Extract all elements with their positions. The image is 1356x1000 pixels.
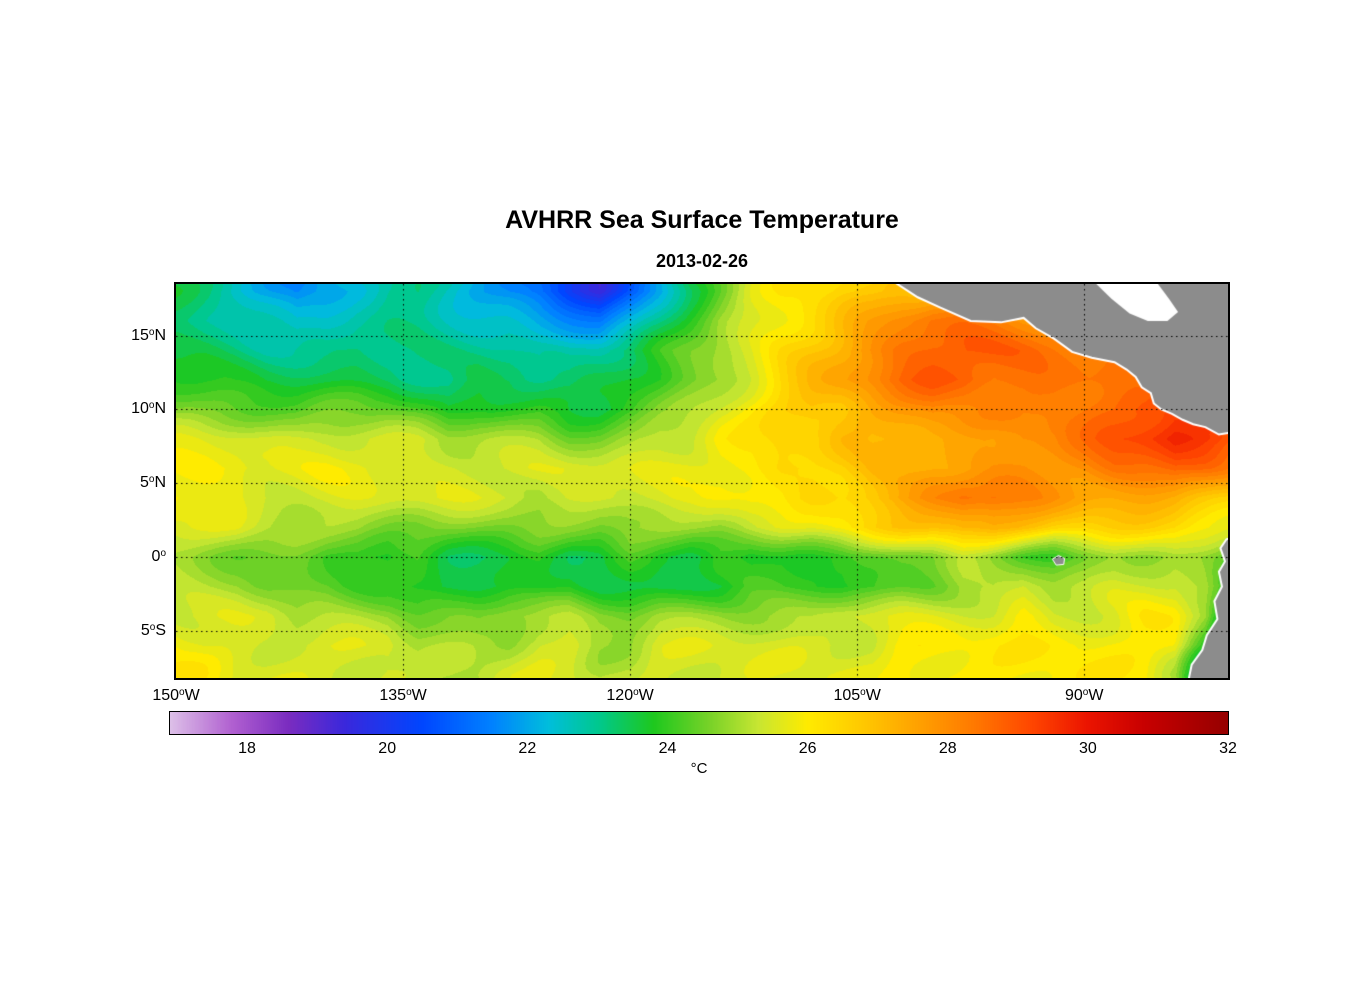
lat-tick-label: 0o [151, 547, 166, 565]
lat-tick-label: 10oN [131, 400, 166, 418]
lat-tick-label: 5oN [139, 474, 166, 492]
colorbar-tick-label: 24 [658, 740, 677, 757]
lon-tick-label: 135oW [379, 687, 427, 704]
colorbar-tick-label: 20 [378, 740, 397, 757]
lon-tick-label: 150oW [152, 687, 200, 704]
lon-tick-label: 120oW [606, 687, 654, 704]
colorbar-tick-label: 28 [938, 740, 957, 757]
figure-date-subtitle: 2013-02-26 [655, 251, 749, 271]
lat-tick-label: 5oS [140, 621, 166, 639]
lon-tick-label: 105oW [833, 687, 881, 704]
map-plot-area [174, 282, 1230, 680]
lat-tick-label: 15oN [131, 326, 166, 344]
colorbar-tick-label: 30 [1078, 740, 1097, 757]
colorbar-tick-label: 26 [798, 740, 817, 757]
colorbar-tick-label: 22 [518, 740, 537, 757]
colorbar-tick-label: 18 [238, 740, 256, 757]
sst-heatmap-canvas [176, 284, 1228, 678]
colorbar-gradient-canvas [170, 712, 1228, 734]
colorbar [169, 711, 1229, 735]
colorbar-tick-label: 32 [1219, 740, 1237, 757]
figure-title: AVHRR Sea Surface Temperature [505, 206, 899, 234]
colorbar-unit-label: °C [690, 760, 708, 777]
lon-tick-label: 90oW [1064, 687, 1104, 704]
